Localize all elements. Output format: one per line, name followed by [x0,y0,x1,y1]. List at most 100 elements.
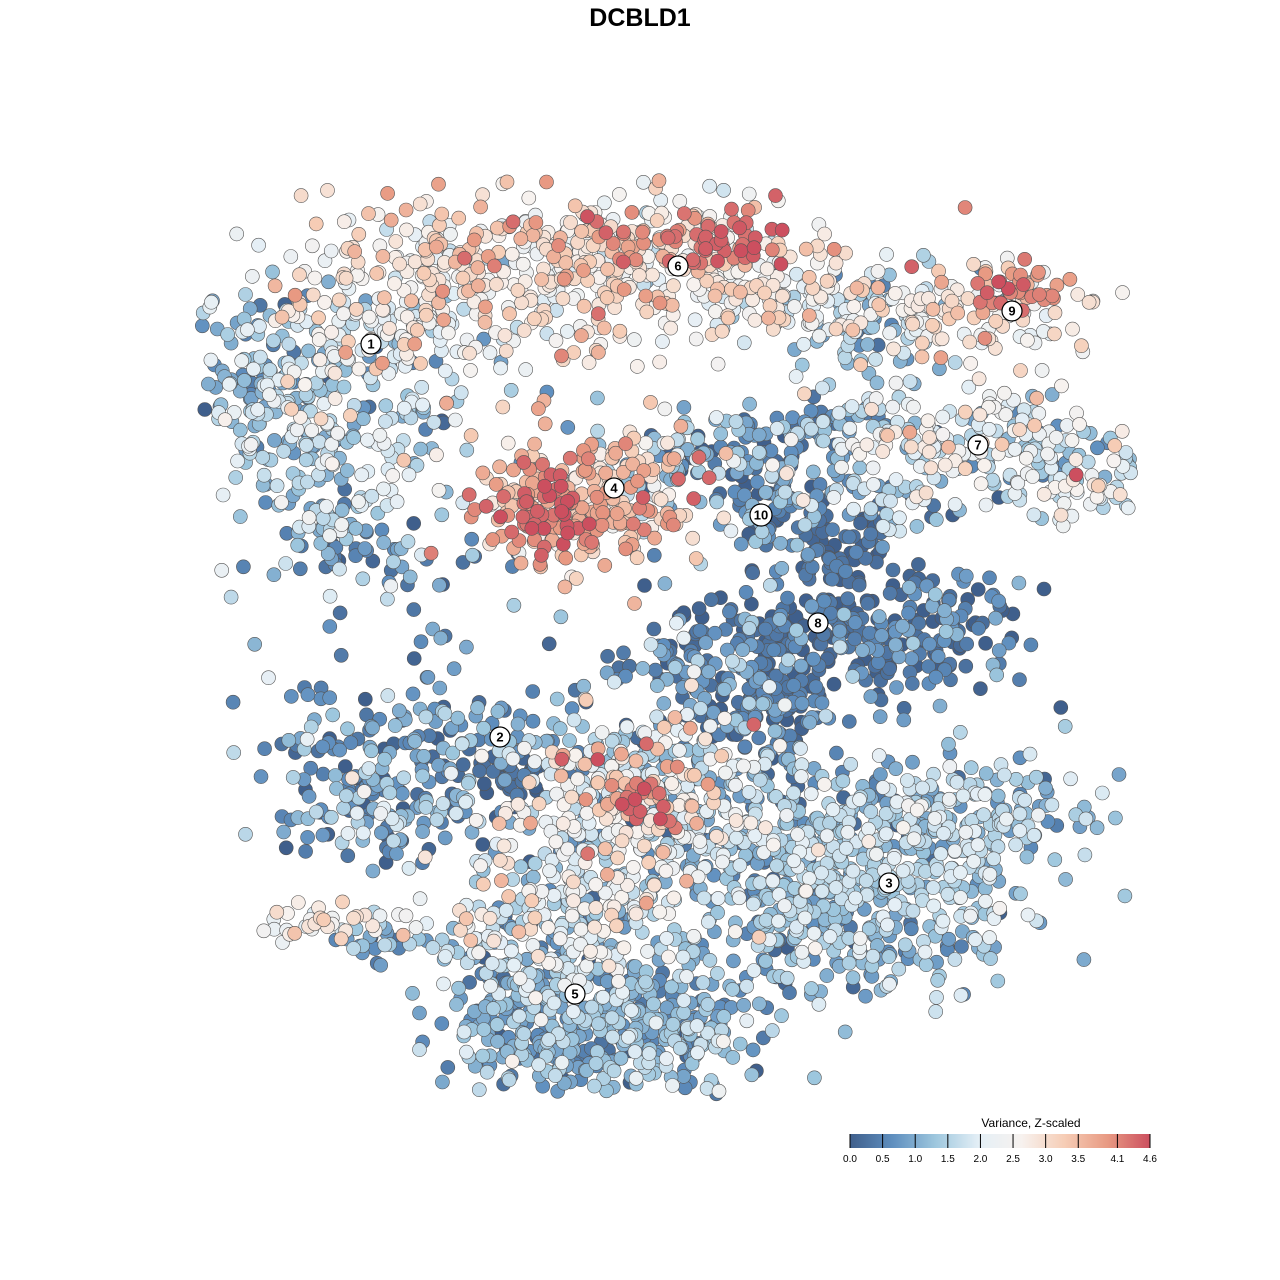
cell-point [238,287,253,302]
cell-point [347,244,363,259]
cell-point [512,971,528,986]
cell-point [929,990,944,1005]
cell-point [669,615,684,631]
cell-point [840,824,856,840]
cell-point [558,255,574,271]
cell-point [454,736,470,752]
cell-point [935,913,951,929]
cell-point [611,187,627,202]
cell-point [752,875,768,891]
cell-point [672,742,687,758]
cell-point [874,628,890,643]
cell-point [814,883,830,899]
cell-point [963,760,979,776]
cell-point [835,773,851,789]
cell-point [797,386,812,402]
cell-point [727,924,743,940]
cell-point [376,290,392,306]
cell-point [875,539,890,555]
cell-point [725,1050,741,1065]
cell-point [223,589,239,605]
cell-point [596,320,612,336]
cell-point [418,307,434,323]
cell-point [863,804,879,819]
cell-point [450,710,466,726]
cell-point [957,200,973,215]
cell-point [458,794,473,810]
cell-point [320,183,335,198]
cell-point [238,826,253,842]
cell-point [702,952,718,968]
cell-point [657,576,673,591]
cell-point [949,774,965,790]
cell-point [660,435,675,451]
cell-point [840,591,856,607]
cell-point [848,890,863,906]
cell-point [479,1064,495,1080]
cell-point [746,240,762,255]
cell-point [502,306,517,322]
cell-point [698,635,714,651]
cell-point [217,412,233,428]
cell-point [819,828,835,844]
cell-point [396,770,412,786]
cell-point [360,432,375,448]
cell-point [807,941,823,956]
cell-point [732,858,748,873]
cell-point [1022,746,1038,762]
cell-point [837,350,853,366]
cell-point [807,1070,822,1086]
cell-point [516,323,532,338]
cell-point [911,557,926,572]
cell-point [659,931,674,946]
cell-point [531,1057,547,1073]
cell-point [527,754,542,770]
cell-point [304,238,320,254]
cell-point [646,621,662,637]
cell-point [588,900,604,916]
cell-point [698,731,713,747]
cell-point [446,661,462,677]
cell-point [453,385,469,401]
cell-point [723,523,739,539]
cell-point [866,477,881,492]
cell-point [978,893,993,909]
cell-point [947,497,963,512]
cell-point [201,376,216,392]
cell-point [383,212,399,228]
cell-point [414,379,430,395]
cell-point [398,202,414,218]
cell-point [334,517,350,532]
cell-point [988,610,1003,626]
cell-point [245,269,260,284]
cell-point [702,718,718,734]
cell-point [758,485,774,500]
cell-point [902,424,918,440]
cell-point [471,945,487,961]
cell-point [852,931,868,946]
cell-point [882,325,898,341]
cell-point [1031,807,1046,823]
cell-point [408,920,424,935]
cell-point [576,678,592,694]
cell-point [655,845,671,860]
cell-point [344,770,360,786]
cell-point [707,625,723,641]
cell-point [692,834,708,849]
cell-point [555,291,571,306]
cell-point [234,353,249,369]
cell-point [868,351,883,367]
cell-point [557,579,573,595]
cell-point [769,421,785,436]
cell-point [710,966,725,981]
cell-point [934,331,950,347]
cell-point [537,416,553,432]
cell-point [745,565,761,581]
cell-point [1057,719,1073,734]
cell-point [599,290,615,305]
cell-point [710,356,726,372]
cell-point [587,919,602,935]
cell-point [703,592,719,608]
cell-point [926,898,942,914]
cell-point [774,1008,789,1024]
